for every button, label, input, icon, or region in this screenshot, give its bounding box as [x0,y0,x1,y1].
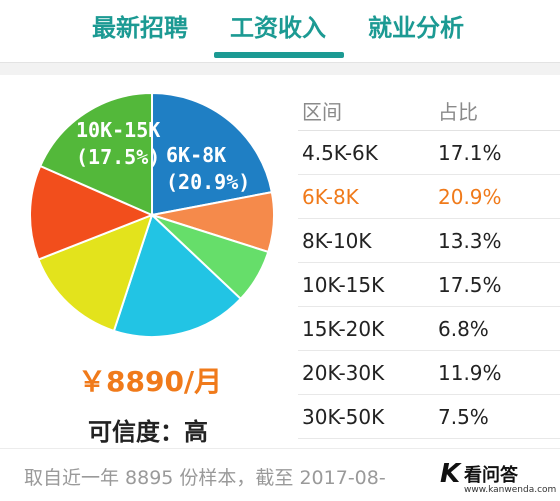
table-row: 4.5K-6K 17.1% [298,131,560,175]
share-cell: 17.1% [438,141,502,165]
logo-url: www.kanwenda.com [464,485,557,495]
share-cell: 17.5% [438,273,502,297]
slice-label: 10K-15K [76,118,160,142]
share-cell: 20.9% [438,185,502,209]
tab-salary-income[interactable]: 工资收入 [230,14,326,42]
slice-label: (20.9%) [166,170,250,194]
pie-slice [37,213,154,333]
table-row: 20K-30K 11.9% [298,351,560,395]
pie-slice [29,164,155,261]
k-logo-icon: K [440,459,461,489]
table-row: 30K-50K 7.5% [298,395,560,439]
share-cell: 11.9% [438,361,502,385]
range-cell: 6K-8K [302,185,359,209]
pie-slice [151,91,274,217]
credibility-label: 可信度：高 [88,418,208,446]
range-cell: 20K-30K [302,361,385,385]
slice-label: 6K-8K [166,143,226,167]
active-tab-indicator [214,52,344,58]
share-cell: 6.8% [438,317,489,341]
share-cell: 13.3% [438,229,502,253]
table-row: 10K-15K 17.5% [298,263,560,307]
range-cell: 8K-10K [302,229,372,253]
table-row: 8K-10K 13.3% [298,219,560,263]
tab-latest-jobs[interactable]: 最新招聘 [92,14,188,42]
header-range: 区间 [302,100,342,124]
site-logo: K 看问答 www.kanwenda.com [440,457,556,497]
table-row: 6K-8K 20.9% [298,175,560,219]
table-row: 15K-20K 6.8% [298,307,560,351]
range-cell: 30K-50K [302,405,385,429]
average-salary: ￥8890/月 [78,365,223,398]
sample-note: 取自近一年 8895 份样本，截至 2017-08- [24,467,386,489]
range-cell: 10K-15K [302,273,385,297]
table-header: 区间 占比 [298,88,560,131]
range-cell: 4.5K-6K [302,141,378,165]
logo-text: 看问答 [464,465,518,486]
tab-employment-analysis[interactable]: 就业分析 [368,14,464,42]
salary-pie-chart: 6K-8K (20.9%) 10K-15K (17.5%) [29,91,275,338]
pie-slice [38,91,153,217]
tab-bar: 最新招聘 工资收入 就业分析 [0,0,560,63]
section-divider [0,63,560,75]
pie-slice [112,213,243,338]
footer: 取自近一年 8895 份样本，截至 2017-08- K 看问答 www.kan… [0,448,560,501]
share-cell: 7.5% [438,405,489,429]
header-share: 占比 [438,100,478,124]
range-cell: 15K-20K [302,317,385,341]
slice-label: (17.5%) [76,145,160,169]
salary-distribution-table: 区间 占比 4.5K-6K 17.1% 6K-8K 20.9% 8K-10K 13.3% 1… [298,88,560,439]
